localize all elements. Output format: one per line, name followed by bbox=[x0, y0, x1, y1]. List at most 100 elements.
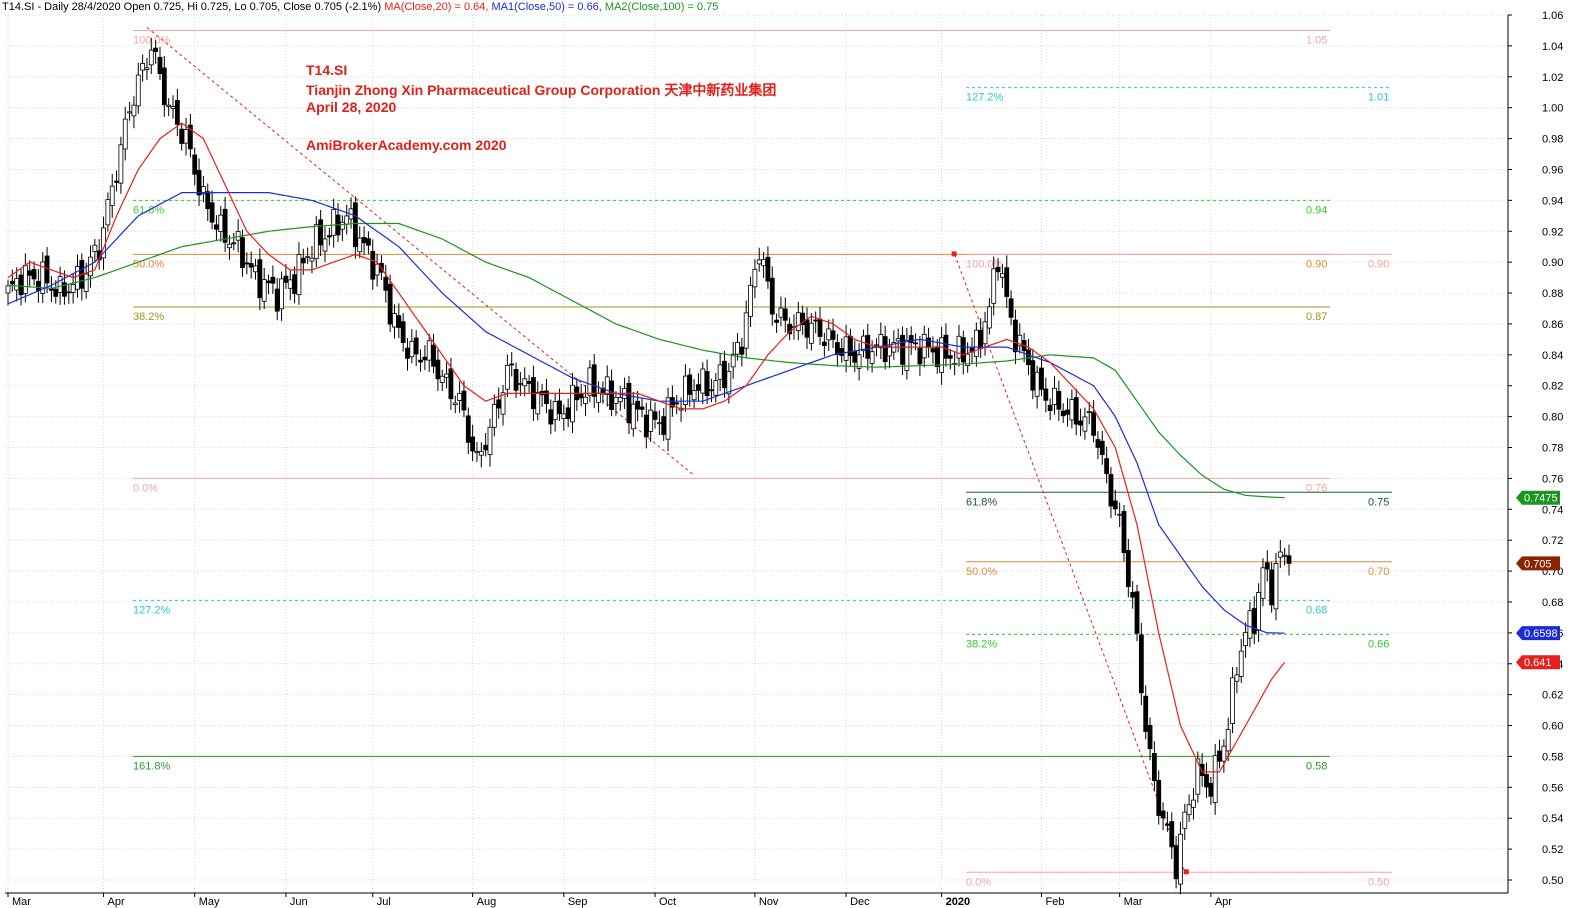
candle-body bbox=[813, 319, 819, 322]
fib-label: 127.2% bbox=[966, 92, 1004, 104]
candle-body bbox=[439, 375, 445, 383]
candle-body bbox=[782, 308, 788, 321]
candle-body bbox=[283, 275, 289, 283]
candle-body bbox=[170, 106, 176, 109]
y-tick-label: 0.62 bbox=[1542, 690, 1563, 702]
candle-body bbox=[548, 409, 554, 425]
candle-body bbox=[665, 397, 671, 440]
candle-body bbox=[709, 389, 714, 392]
candle-body bbox=[609, 380, 614, 410]
candle-body bbox=[448, 368, 454, 400]
candle-body bbox=[1160, 810, 1166, 819]
candle-body bbox=[587, 367, 593, 396]
candle-body bbox=[27, 270, 33, 276]
candle-body bbox=[874, 344, 879, 347]
candle-body bbox=[626, 382, 632, 424]
ma50-line bbox=[7, 192, 1285, 634]
candle-body bbox=[504, 365, 510, 390]
candle-body bbox=[370, 251, 376, 280]
candle-body bbox=[1251, 608, 1257, 634]
candle-body bbox=[1060, 410, 1066, 417]
y-tick-label: 0.80 bbox=[1542, 412, 1563, 424]
candle-body bbox=[843, 336, 849, 361]
candle-body bbox=[956, 335, 962, 359]
candle-body bbox=[66, 291, 72, 294]
candle-body bbox=[561, 413, 567, 419]
chart-title-line: AmiBrokerAcademy.com 2020 bbox=[306, 137, 507, 153]
candle-body bbox=[18, 274, 24, 296]
candle-body bbox=[374, 263, 380, 276]
candle-body bbox=[1125, 550, 1131, 588]
candle-body bbox=[383, 276, 389, 291]
candle-body bbox=[287, 279, 293, 289]
fib-value-label: 0.68 bbox=[1306, 604, 1327, 616]
candle-body bbox=[496, 399, 502, 409]
symbol-info: T14.SI - Daily 28/4/2020 Open 0.725, Hi … bbox=[2, 1, 385, 13]
candle-body bbox=[578, 393, 584, 399]
y-tick-label: 0.50 bbox=[1542, 875, 1563, 887]
y-tick-label: 0.54 bbox=[1542, 813, 1563, 825]
candle-body bbox=[769, 277, 775, 315]
candle-body bbox=[735, 341, 740, 355]
x-tick-label: Aug bbox=[477, 896, 497, 908]
candle-body bbox=[756, 259, 762, 265]
candle-body bbox=[1156, 780, 1162, 816]
candle-body bbox=[570, 384, 575, 423]
candle-body bbox=[296, 254, 302, 296]
y-tick-label: 0.78 bbox=[1542, 443, 1563, 455]
candle-body bbox=[1091, 411, 1096, 436]
x-tick-label: Oct bbox=[659, 896, 676, 908]
candle-body bbox=[305, 256, 311, 259]
fib-label: 50.0% bbox=[966, 566, 997, 578]
candle-body bbox=[235, 231, 241, 241]
candle-body bbox=[817, 318, 823, 337]
candle-body bbox=[1225, 729, 1231, 752]
candle-body bbox=[344, 215, 350, 225]
candle-body bbox=[635, 400, 641, 410]
candle-body bbox=[544, 390, 549, 404]
fib-label: 127.2% bbox=[133, 604, 171, 616]
candle-body bbox=[1047, 404, 1053, 411]
candle-body bbox=[913, 342, 918, 345]
candle-body bbox=[140, 63, 146, 71]
fib-label: 50.0% bbox=[133, 258, 164, 270]
candle-body bbox=[309, 257, 315, 262]
candle-body bbox=[1182, 811, 1188, 829]
candle-body bbox=[361, 237, 367, 244]
candle-body bbox=[57, 276, 63, 293]
candle-body bbox=[986, 306, 992, 329]
candle-body bbox=[1112, 500, 1118, 510]
candle-body bbox=[426, 340, 432, 361]
candle-body bbox=[804, 319, 810, 338]
candle-body bbox=[1108, 474, 1114, 507]
candle-body bbox=[457, 393, 463, 401]
y-tick-label: 0.52 bbox=[1542, 844, 1563, 856]
candle-body bbox=[196, 170, 202, 196]
candle-body bbox=[830, 330, 836, 340]
y-tick-label: 1.04 bbox=[1542, 41, 1563, 53]
candle-body bbox=[1264, 562, 1270, 570]
candle-body bbox=[487, 426, 493, 455]
candle-body bbox=[1138, 634, 1144, 694]
candle-body bbox=[518, 383, 523, 385]
candle-body bbox=[1008, 298, 1014, 318]
candle-body bbox=[257, 259, 263, 299]
candle-body bbox=[1165, 823, 1170, 826]
y-tick-label: 0.90 bbox=[1542, 257, 1563, 269]
y-tick-label: 1.06 bbox=[1542, 10, 1563, 22]
candle-body bbox=[1130, 591, 1136, 598]
candle-body bbox=[240, 237, 245, 268]
candle-body bbox=[1143, 695, 1149, 732]
candle-body bbox=[470, 436, 476, 452]
candle-body bbox=[148, 49, 154, 66]
candle-body bbox=[604, 376, 610, 396]
candle-body bbox=[300, 257, 306, 264]
candle-body bbox=[179, 128, 185, 144]
candle-body bbox=[274, 288, 280, 312]
candle-body bbox=[1117, 513, 1123, 516]
candle-body bbox=[1221, 745, 1227, 762]
candle-body bbox=[279, 278, 284, 310]
candle-body bbox=[648, 409, 654, 432]
candle-body bbox=[1039, 367, 1044, 390]
